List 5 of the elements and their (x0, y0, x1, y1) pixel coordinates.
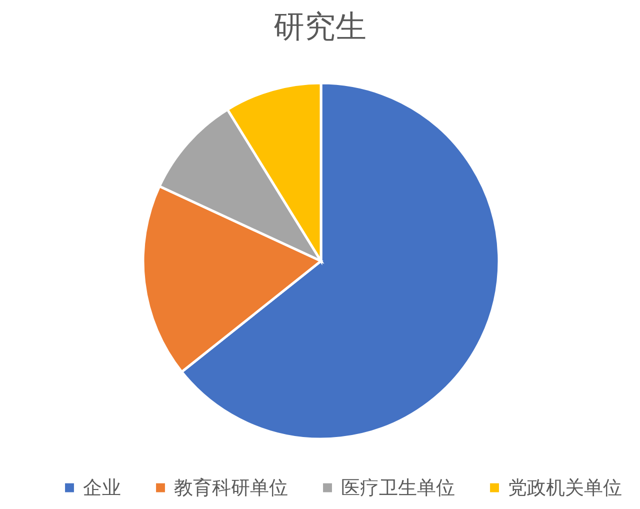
legend-label: 医疗卫生单位 (341, 476, 455, 499)
legend-label: 党政机关单位 (508, 476, 622, 499)
chart-title: 研究生 (274, 9, 366, 45)
legend-label: 教育科研单位 (174, 476, 288, 499)
legend-label: 企业 (83, 476, 121, 499)
